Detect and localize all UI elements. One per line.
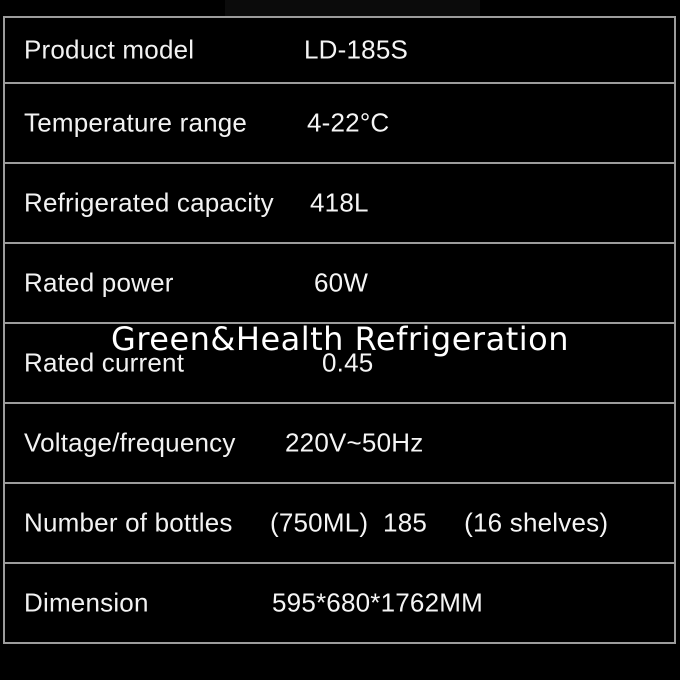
spec-table: Product model LD-185S Temperature range … bbox=[3, 16, 676, 644]
spec-row-rated-power: Rated power 60W bbox=[5, 242, 674, 322]
spec-label: Rated current bbox=[24, 347, 185, 378]
spec-row-dimension: Dimension 595*680*1762MM bbox=[5, 562, 674, 642]
spec-value: 220V~50Hz bbox=[285, 427, 424, 458]
spec-row-product-model: Product model LD-185S bbox=[5, 18, 674, 82]
spec-value: 595*680*1762MM bbox=[272, 587, 483, 618]
spec-label: Voltage/frequency bbox=[24, 427, 236, 458]
spec-value: 0.45 bbox=[322, 347, 374, 378]
spec-label: Product model bbox=[24, 34, 195, 65]
spec-row-refrigerated-capacity: Refrigerated capacity 418L bbox=[5, 162, 674, 242]
spec-label: Number of bottles bbox=[24, 507, 233, 538]
artifact-patch bbox=[225, 0, 480, 16]
spec-value: 60W bbox=[314, 267, 369, 298]
spec-label: Refrigerated capacity bbox=[24, 187, 274, 218]
spec-row-number-of-bottles: Number of bottles (750ML) 185 (16 shelve… bbox=[5, 482, 674, 562]
spec-row-voltage-frequency: Voltage/frequency 220V~50Hz bbox=[5, 402, 674, 482]
spec-value: (750ML) 185 (16 shelves) bbox=[270, 507, 609, 538]
spec-value: LD-185S bbox=[304, 34, 409, 65]
spec-row-temperature-range: Temperature range 4-22°C bbox=[5, 82, 674, 162]
spec-value: 418L bbox=[310, 187, 369, 218]
spec-label: Rated power bbox=[24, 267, 174, 298]
spec-row-rated-current: Rated current 0.45 bbox=[5, 322, 674, 402]
spec-value: 4-22°C bbox=[307, 107, 390, 138]
spec-label: Dimension bbox=[24, 587, 149, 618]
spec-label: Temperature range bbox=[24, 107, 248, 138]
